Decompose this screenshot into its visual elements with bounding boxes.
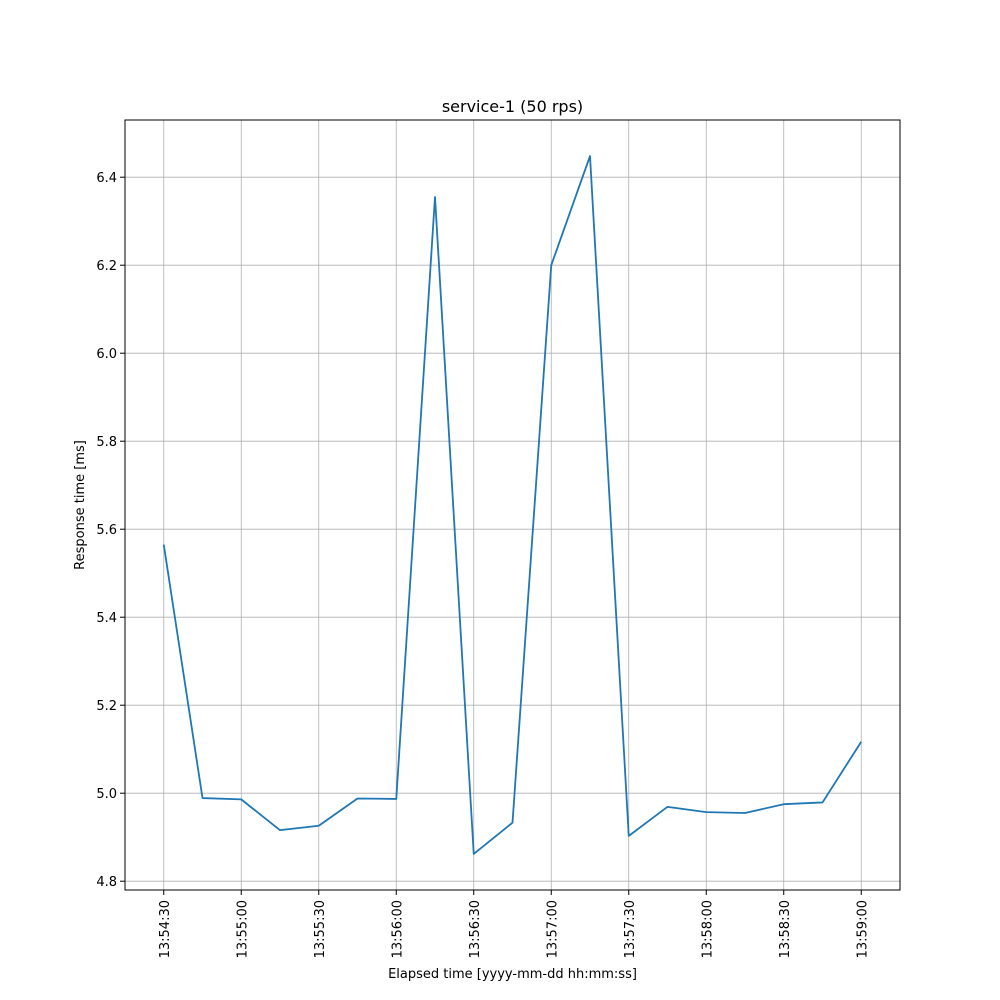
x-tick-label: 13:55:00	[235, 900, 250, 958]
chart-title: service-1 (50 rps)	[442, 97, 583, 116]
x-tick-label: 13:58:00	[700, 900, 715, 958]
y-tick-label: 5.0	[96, 787, 117, 802]
y-tick-label: 6.2	[96, 259, 117, 274]
x-tick-label: 13:57:00	[545, 900, 560, 958]
x-tick-label: 13:54:30	[158, 900, 173, 958]
series-layer	[162, 155, 863, 855]
x-tick-label: 13:55:30	[313, 900, 328, 958]
grid	[125, 120, 900, 890]
series-line	[162, 155, 863, 855]
y-tick-label: 5.8	[96, 435, 117, 450]
y-axis: 4.8 5.0 5.2 5.4 5.6 5.8 6.0 6.2 6.4	[96, 171, 125, 890]
x-tick-label: 13:56:00	[390, 900, 405, 958]
x-axis-label: Elapsed time [yyyy-mm-dd hh:mm:ss]	[388, 967, 637, 982]
x-axis: 13:54:30 13:55:00 13:55:30 13:56:00 13:56:30…	[158, 890, 870, 958]
y-tick-label: 4.8	[96, 875, 117, 890]
x-tick-label: 13:56:30	[468, 900, 483, 958]
y-tick-label: 6.4	[96, 171, 117, 186]
y-tick-label: 5.6	[96, 523, 117, 538]
x-tick-label: 13:59:00	[855, 900, 870, 958]
y-tick-label: 6.0	[96, 347, 117, 362]
y-tick-label: 5.4	[96, 611, 117, 626]
plot-frame	[124, 119, 901, 891]
y-tick-label: 5.2	[96, 699, 117, 714]
y-axis-label: Response time [ms]	[73, 440, 88, 570]
x-tick-label: 13:57:30	[623, 900, 638, 958]
x-tick-label: 13:58:30	[778, 900, 793, 958]
